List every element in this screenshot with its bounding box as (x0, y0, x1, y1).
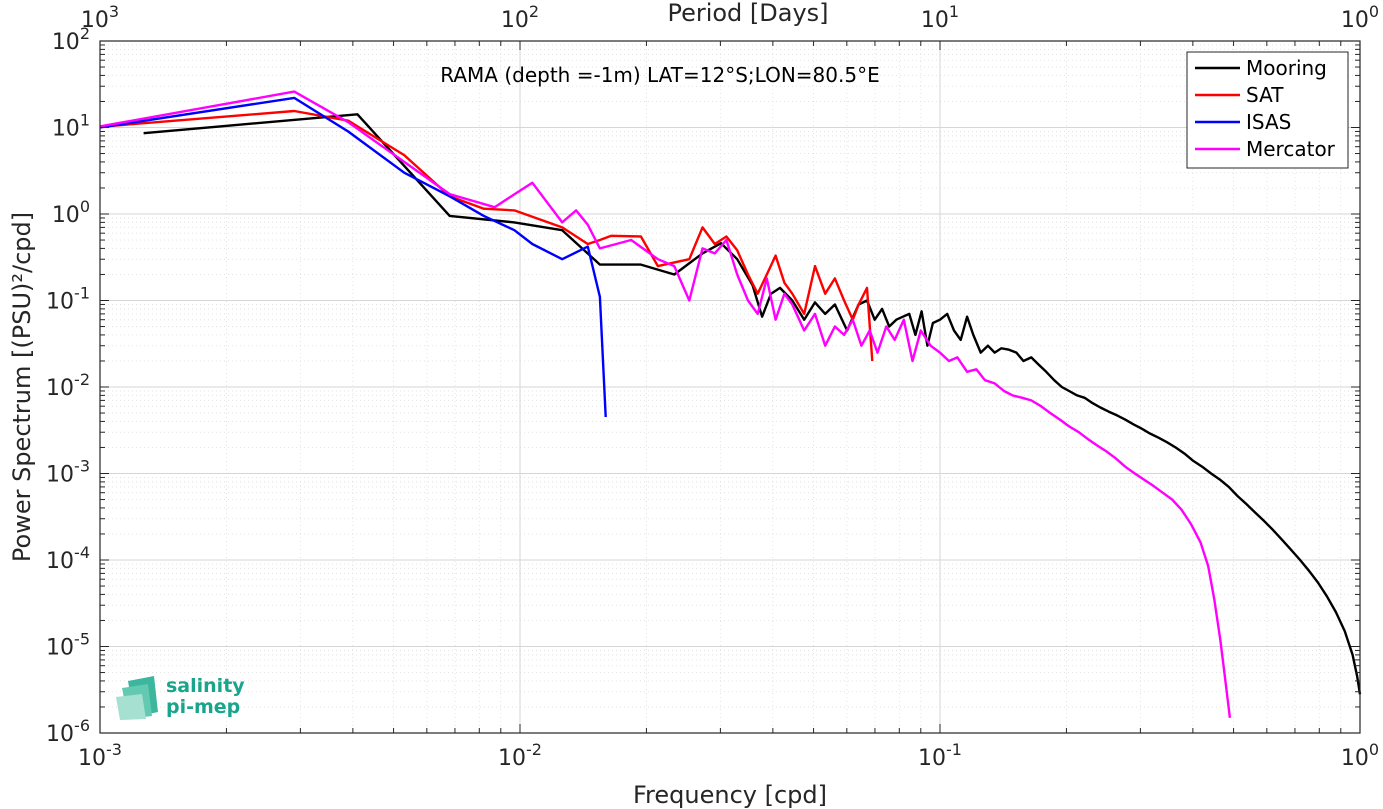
salinity-pi-mep-logo: salinity pi-mep (116, 675, 245, 720)
top-axis-label: Period [Days] (667, 0, 828, 27)
x-axis-label: Frequency [cpd] (633, 781, 827, 809)
y-tick-label: 10-1 (46, 284, 90, 315)
series-layer (99, 90, 1362, 718)
series-line-sat (99, 109, 874, 362)
logo-wave-front (116, 694, 146, 720)
y-tick-label: 10-6 (46, 716, 90, 747)
y-tick-label: 100 (52, 197, 90, 228)
axis-ticks (99, 40, 1361, 734)
y-axis-label: Power Spectrum [(PSU)²/cpd] (8, 212, 36, 562)
y-tick-label: 10-2 (46, 370, 90, 401)
minor-grid (100, 41, 1360, 733)
top-tick-label: 103 (81, 2, 119, 33)
logo-line1: salinity (166, 675, 245, 697)
y-tick-label: 10-4 (46, 543, 90, 574)
legend-label-isas: ISAS (1246, 110, 1291, 134)
y-tick-label: 101 (52, 111, 90, 142)
x-tick-label: 10-2 (498, 740, 542, 771)
y-tick-label: 10-5 (46, 630, 90, 661)
x-tick-label: 100 (1341, 740, 1379, 771)
chart-title: RAMA (depth =-1m) LAT=12°S;LON=80.5°E (440, 63, 879, 87)
legend-label-mercator: Mercator (1246, 137, 1336, 161)
legend-label-mooring: Mooring (1246, 56, 1327, 80)
legend: Mooring SAT ISAS Mercator (1186, 51, 1349, 169)
top-tick-label: 101 (921, 2, 959, 33)
y-tick-label: 102 (52, 24, 90, 55)
series-line-isas (99, 96, 607, 418)
legend-label-sat: SAT (1246, 83, 1284, 107)
top-tick-label: 102 (501, 2, 539, 33)
series-line-mercator (99, 90, 1232, 718)
y-tick-label: 10-3 (46, 457, 90, 488)
x-tick-label: 10-3 (78, 740, 122, 771)
series-line-mooring (143, 113, 1362, 695)
logo-line2: pi-mep (166, 696, 240, 718)
x-tick-label: 10-1 (918, 740, 962, 771)
top-tick-label: 100 (1341, 2, 1379, 33)
